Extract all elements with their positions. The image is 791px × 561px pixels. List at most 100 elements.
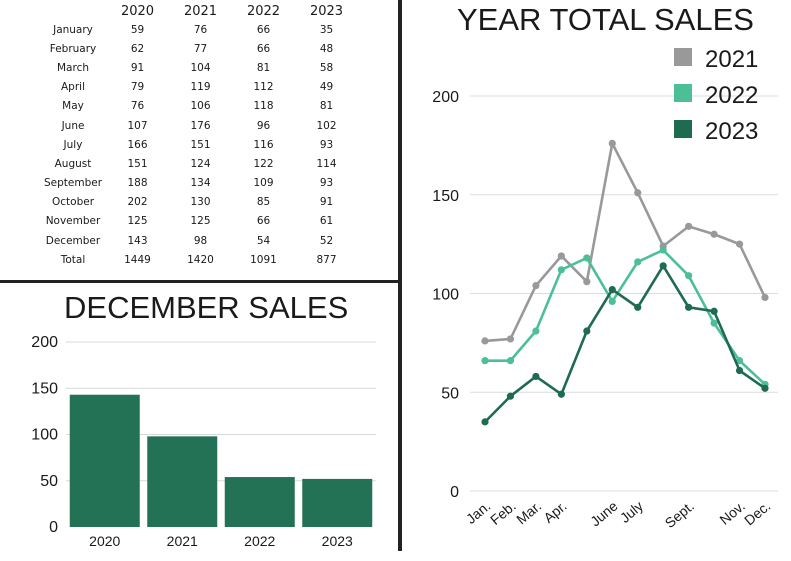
month-cell: July (63, 138, 83, 151)
table-row: April 79 119 112 49 (40, 78, 358, 97)
value-cell: 81 (319, 100, 334, 113)
value-cell: 85 (256, 196, 271, 209)
value-cell: 66 (256, 215, 271, 228)
legend-swatch-2022 (674, 84, 692, 102)
data-point-2021 (506, 335, 515, 343)
x-tick-label: Mar. (513, 498, 544, 528)
value-cell: 1091 (250, 253, 277, 266)
data-point-2022 (557, 266, 565, 274)
value-cell: 81 (256, 61, 271, 74)
value-cell: 48 (319, 42, 334, 55)
table-row: February 62 77 66 48 (40, 39, 358, 58)
data-point-2021 (608, 139, 616, 147)
value-cell: 143 (127, 234, 148, 247)
value-cell: 125 (127, 215, 148, 228)
data-point-2021 (761, 293, 769, 302)
value-cell: 166 (127, 138, 148, 151)
value-cell: 91 (130, 61, 145, 74)
data-point-2022 (583, 254, 591, 262)
data-point-2023 (710, 307, 718, 315)
value-cell: 151 (127, 157, 148, 170)
data-point-2021 (583, 278, 591, 286)
data-point-2022 (685, 272, 693, 280)
legend-label: 2021 (705, 46, 758, 73)
table-row: August 151 124 122 114 (40, 154, 358, 173)
y-tick-label: 100 (432, 287, 459, 304)
data-point-2022 (608, 297, 616, 305)
series-line-2022 (485, 248, 766, 386)
table-row: May 76 106 118 81 (40, 97, 358, 116)
value-cell: 130 (190, 196, 211, 209)
value-cell: 112 (253, 81, 274, 94)
table-row: September 188 134 109 93 (40, 174, 358, 193)
y-tick-label: 100 (31, 427, 58, 444)
data-point-2023 (608, 285, 616, 294)
x-tick-label: 2021 (167, 533, 198, 549)
data-point-2023 (685, 303, 693, 311)
y-tick-label: 150 (31, 380, 58, 397)
bar-2022 (224, 477, 295, 527)
bar-2021 (147, 436, 218, 527)
series-line-2021 (484, 142, 767, 343)
value-cell: 49 (319, 81, 334, 94)
table-header-cell: 2022 (246, 3, 281, 19)
value-cell: 35 (319, 23, 334, 36)
x-tick-label: 2020 (89, 533, 120, 549)
table-row: March 91 104 81 58 (40, 58, 358, 77)
value-cell: 877 (316, 253, 337, 266)
value-cell: 202 (127, 196, 148, 209)
data-point-2022 (481, 357, 489, 365)
table-row: November 125 125 66 61 (40, 212, 358, 231)
sales-table: 2020 2021 2022 2023 January 59 76 66 35 Febru… (40, 2, 358, 269)
value-cell: 188 (127, 177, 148, 190)
data-point-2023 (557, 390, 565, 398)
value-cell: 102 (316, 119, 337, 132)
y-tick-label: 0 (49, 519, 58, 536)
month-cell: December (45, 234, 101, 247)
x-tick-label: Sept. (662, 498, 697, 531)
data-point-2023 (735, 366, 744, 375)
value-cell: 116 (253, 138, 274, 151)
month-cell: November (45, 215, 101, 228)
month-cell: February (49, 42, 97, 55)
data-point-2023 (761, 384, 769, 392)
month-cell: January (53, 23, 93, 36)
data-point-2021 (532, 282, 540, 290)
value-cell: 176 (190, 119, 211, 132)
y-tick-label: 200 (31, 334, 58, 351)
value-cell: 61 (319, 215, 334, 228)
value-cell: 151 (190, 138, 211, 151)
legend-swatch-2021 (674, 48, 692, 66)
value-cell: 91 (319, 196, 334, 209)
data-point-2021 (634, 189, 642, 197)
vertical-divider (398, 0, 402, 551)
table-row: December 143 98 54 52 (40, 231, 358, 250)
data-point-2023 (583, 327, 591, 335)
series-line-2023 (484, 264, 766, 423)
data-point-2023 (506, 392, 515, 400)
value-cell: 114 (316, 157, 337, 170)
data-point-2023 (532, 372, 540, 381)
value-cell: 1420 (187, 253, 214, 266)
data-point-2022 (659, 246, 667, 254)
value-cell: 52 (319, 234, 334, 247)
table-header-cell: 2021 (183, 3, 218, 19)
data-point-2021 (735, 240, 744, 248)
legend-label: 2023 (705, 118, 758, 145)
legend-swatch-2023 (674, 120, 692, 138)
y-tick-label: 50 (40, 473, 58, 490)
table-row: October 202 130 85 91 (40, 193, 358, 212)
data-point-2023 (634, 303, 642, 311)
month-cell: March (56, 61, 89, 74)
value-cell: 77 (193, 42, 208, 55)
value-cell: 119 (190, 81, 211, 94)
data-point-2022 (710, 319, 718, 327)
value-cell: 59 (130, 23, 145, 36)
y-tick-label: 0 (450, 484, 459, 501)
value-cell: 107 (127, 119, 148, 132)
value-cell: 79 (130, 81, 145, 94)
table-row: January 59 76 66 35 (40, 20, 358, 39)
x-tick-label: Dec. (741, 498, 773, 529)
month-cell: September (43, 177, 103, 190)
x-tick-label: Apr. (540, 498, 569, 526)
